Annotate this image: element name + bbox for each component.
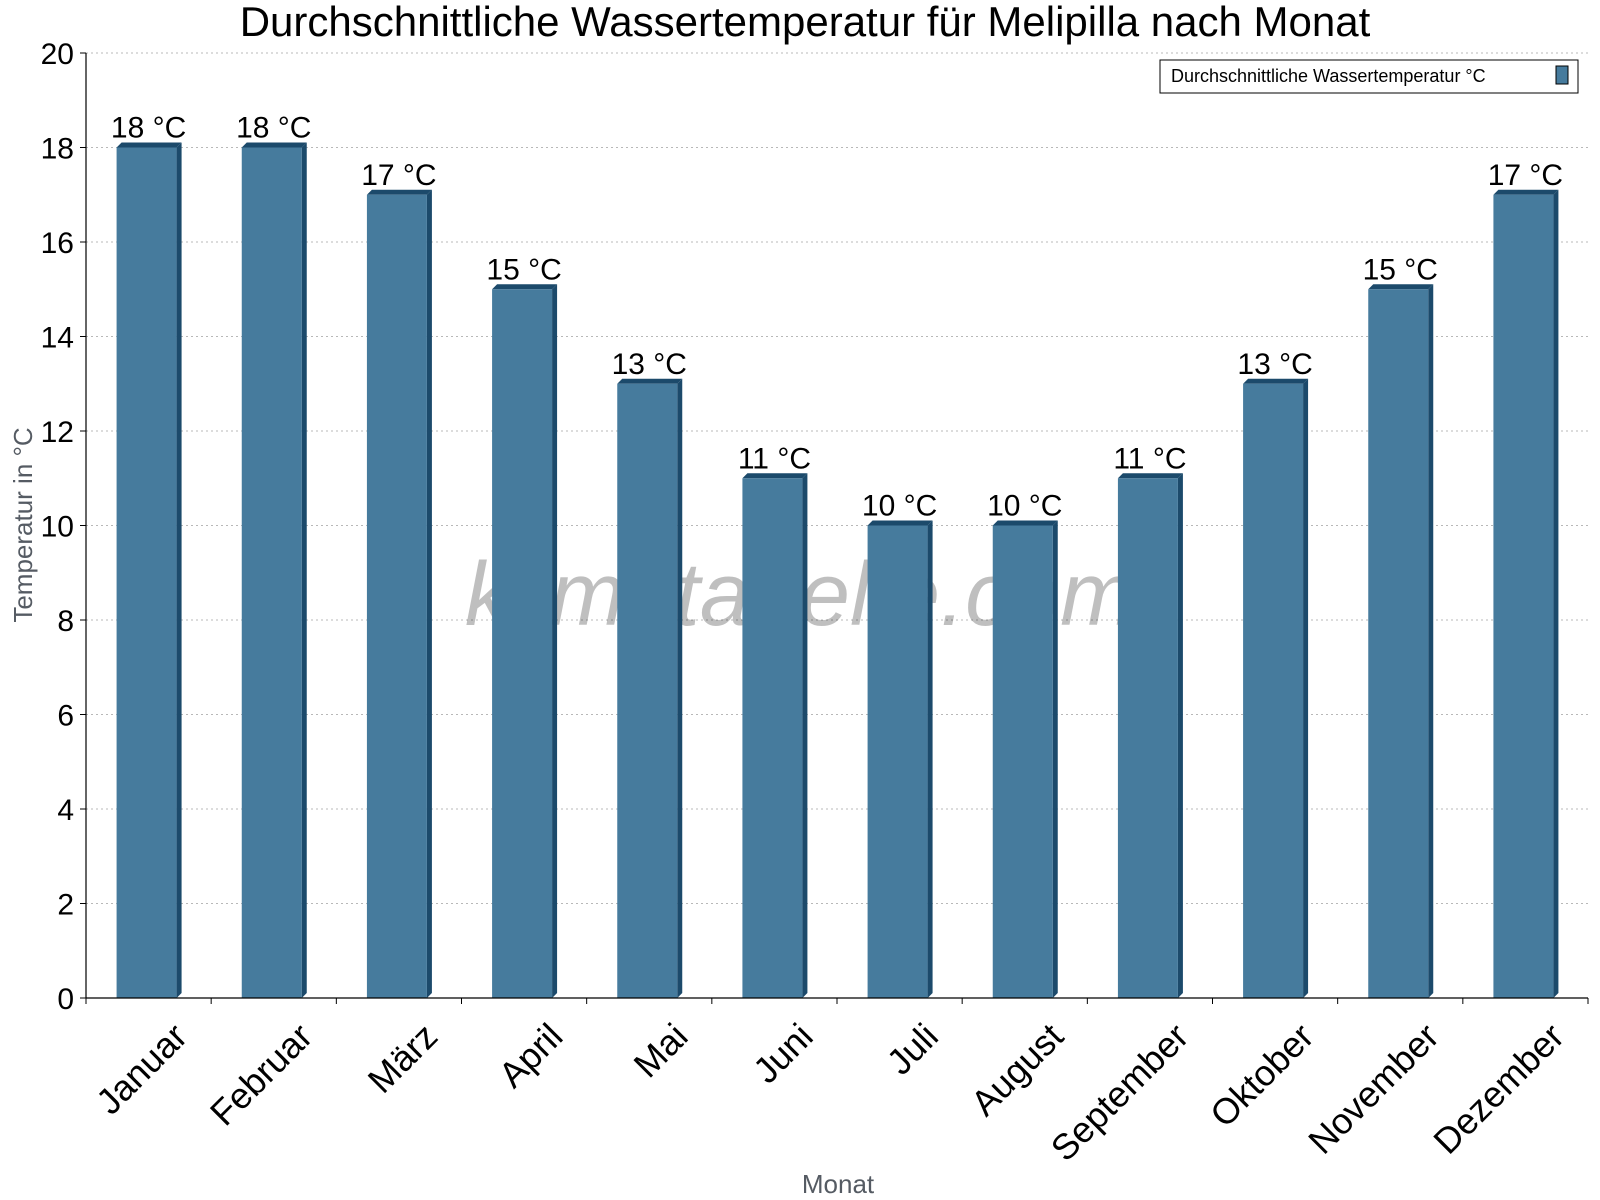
bar-value-label: 17 °C <box>361 159 436 192</box>
bar-value-label: 15 °C <box>486 253 561 286</box>
bar-side <box>927 520 933 998</box>
bar <box>492 289 553 998</box>
y-tick-label: 18 <box>41 133 74 166</box>
bar-top <box>1117 473 1183 479</box>
bar-group: 13 °C <box>612 348 687 998</box>
bar-group: 18 °C <box>111 112 186 998</box>
chart-title: Durchschnittliche Wassertemperatur für M… <box>240 0 1371 45</box>
bar-top <box>867 520 933 526</box>
bar-group: 17 °C <box>361 159 437 998</box>
bar-value-label: 10 °C <box>862 490 937 523</box>
bar-value-label: 18 °C <box>236 112 311 145</box>
bar-top <box>492 284 558 290</box>
legend-label: Durchschnittliche Wassertemperatur °C <box>1171 66 1486 86</box>
bar <box>617 383 678 998</box>
legend-swatch <box>1555 65 1569 85</box>
bar-top <box>1368 284 1434 290</box>
y-tick-label: 12 <box>41 416 74 449</box>
bar-value-label: 18 °C <box>111 112 186 145</box>
y-axis-title: Temperatur in °C <box>8 427 38 622</box>
y-tick-label: 4 <box>57 794 74 827</box>
bar <box>366 194 427 998</box>
bar <box>742 478 803 998</box>
bar-group: 10 °C <box>862 490 937 998</box>
bar-side <box>1428 284 1434 998</box>
x-tick-label: Juli <box>879 1015 946 1082</box>
bar-side <box>1553 189 1559 998</box>
bar <box>867 525 928 998</box>
x-axis-ticks: Januar Februar März April Mai Juni Juli AugustS… <box>85 998 1589 1169</box>
bar <box>241 147 302 998</box>
x-tick-label: Februar <box>202 1015 320 1133</box>
bar-group: 15 °C <box>486 253 562 998</box>
bar-side <box>1177 473 1183 998</box>
bar-series: 18 °C 18 °C 17 °C 15 °C 13 °C 11 °C 10 °C 10 °C… <box>111 112 1563 998</box>
bar-group: 11 °C <box>738 442 811 998</box>
bar-group: 15 °C <box>1363 253 1438 998</box>
x-tick-label: September <box>1043 1015 1197 1169</box>
bar-top <box>992 520 1058 526</box>
bar-side <box>677 378 683 998</box>
x-tick-label: Oktober <box>1202 1015 1322 1135</box>
bar-side <box>176 142 182 998</box>
x-tick-label: März <box>360 1015 446 1101</box>
bar-side <box>301 142 307 998</box>
bar-value-label: 11 °C <box>738 442 811 475</box>
bar-top <box>617 378 683 384</box>
bar-value-label: 11 °C <box>1113 442 1186 475</box>
x-tick-label: November <box>1300 1015 1446 1161</box>
y-tick-label: 16 <box>41 227 74 260</box>
y-tick-label: 8 <box>57 605 74 638</box>
bar-top <box>116 142 182 148</box>
bar <box>1493 194 1554 998</box>
bar-value-label: 13 °C <box>1237 348 1312 381</box>
y-tick-label: 14 <box>41 322 74 355</box>
bar-side <box>552 284 558 998</box>
bar <box>1243 383 1304 998</box>
bar-side <box>802 473 808 998</box>
bar-value-label: 10 °C <box>987 490 1062 523</box>
bar-value-label: 15 °C <box>1363 253 1438 286</box>
bar-side <box>1052 520 1058 998</box>
bar <box>1368 289 1429 998</box>
x-tick-label: Mai <box>626 1015 696 1085</box>
bar-top <box>366 189 432 195</box>
bar-group: 13 °C <box>1237 348 1313 998</box>
bar-top <box>742 473 808 479</box>
x-tick-label: April <box>490 1015 570 1095</box>
y-axis-ticks: 0 2 4 6 8 10 12 14 16 18 20 <box>41 38 86 1016</box>
y-tick-label: 6 <box>57 700 74 733</box>
bar-top <box>1493 189 1559 195</box>
bar <box>1117 478 1178 998</box>
bar-group: 10 °C <box>987 490 1062 998</box>
bar-top <box>241 142 307 148</box>
bar <box>992 525 1053 998</box>
bar-top <box>1243 378 1309 384</box>
y-tick-label: 10 <box>41 511 74 544</box>
x-tick-label: Juni <box>745 1015 821 1091</box>
legend: Durchschnittliche Wassertemperatur °C <box>1159 59 1579 94</box>
y-tick-label: 2 <box>57 889 74 922</box>
bar-side <box>1303 378 1309 998</box>
x-tick-label: August <box>963 1015 1071 1123</box>
legend-box <box>1159 59 1579 94</box>
bar-side <box>426 189 432 998</box>
bar-group: 17 °C <box>1488 159 1563 998</box>
x-tick-label: Januar <box>88 1015 195 1122</box>
bar <box>116 147 177 998</box>
bar-group: 18 °C <box>236 112 311 998</box>
x-tick-label: Dezember <box>1425 1015 1571 1161</box>
bar-group: 11 °C <box>1113 442 1186 998</box>
y-tick-label: 20 <box>41 38 74 71</box>
y-tick-label: 0 <box>57 983 74 1016</box>
grid-lines <box>86 52 1588 904</box>
bar-value-label: 17 °C <box>1488 159 1563 192</box>
bar-value-label: 13 °C <box>612 348 687 381</box>
x-axis-title: Monat <box>802 1169 875 1199</box>
